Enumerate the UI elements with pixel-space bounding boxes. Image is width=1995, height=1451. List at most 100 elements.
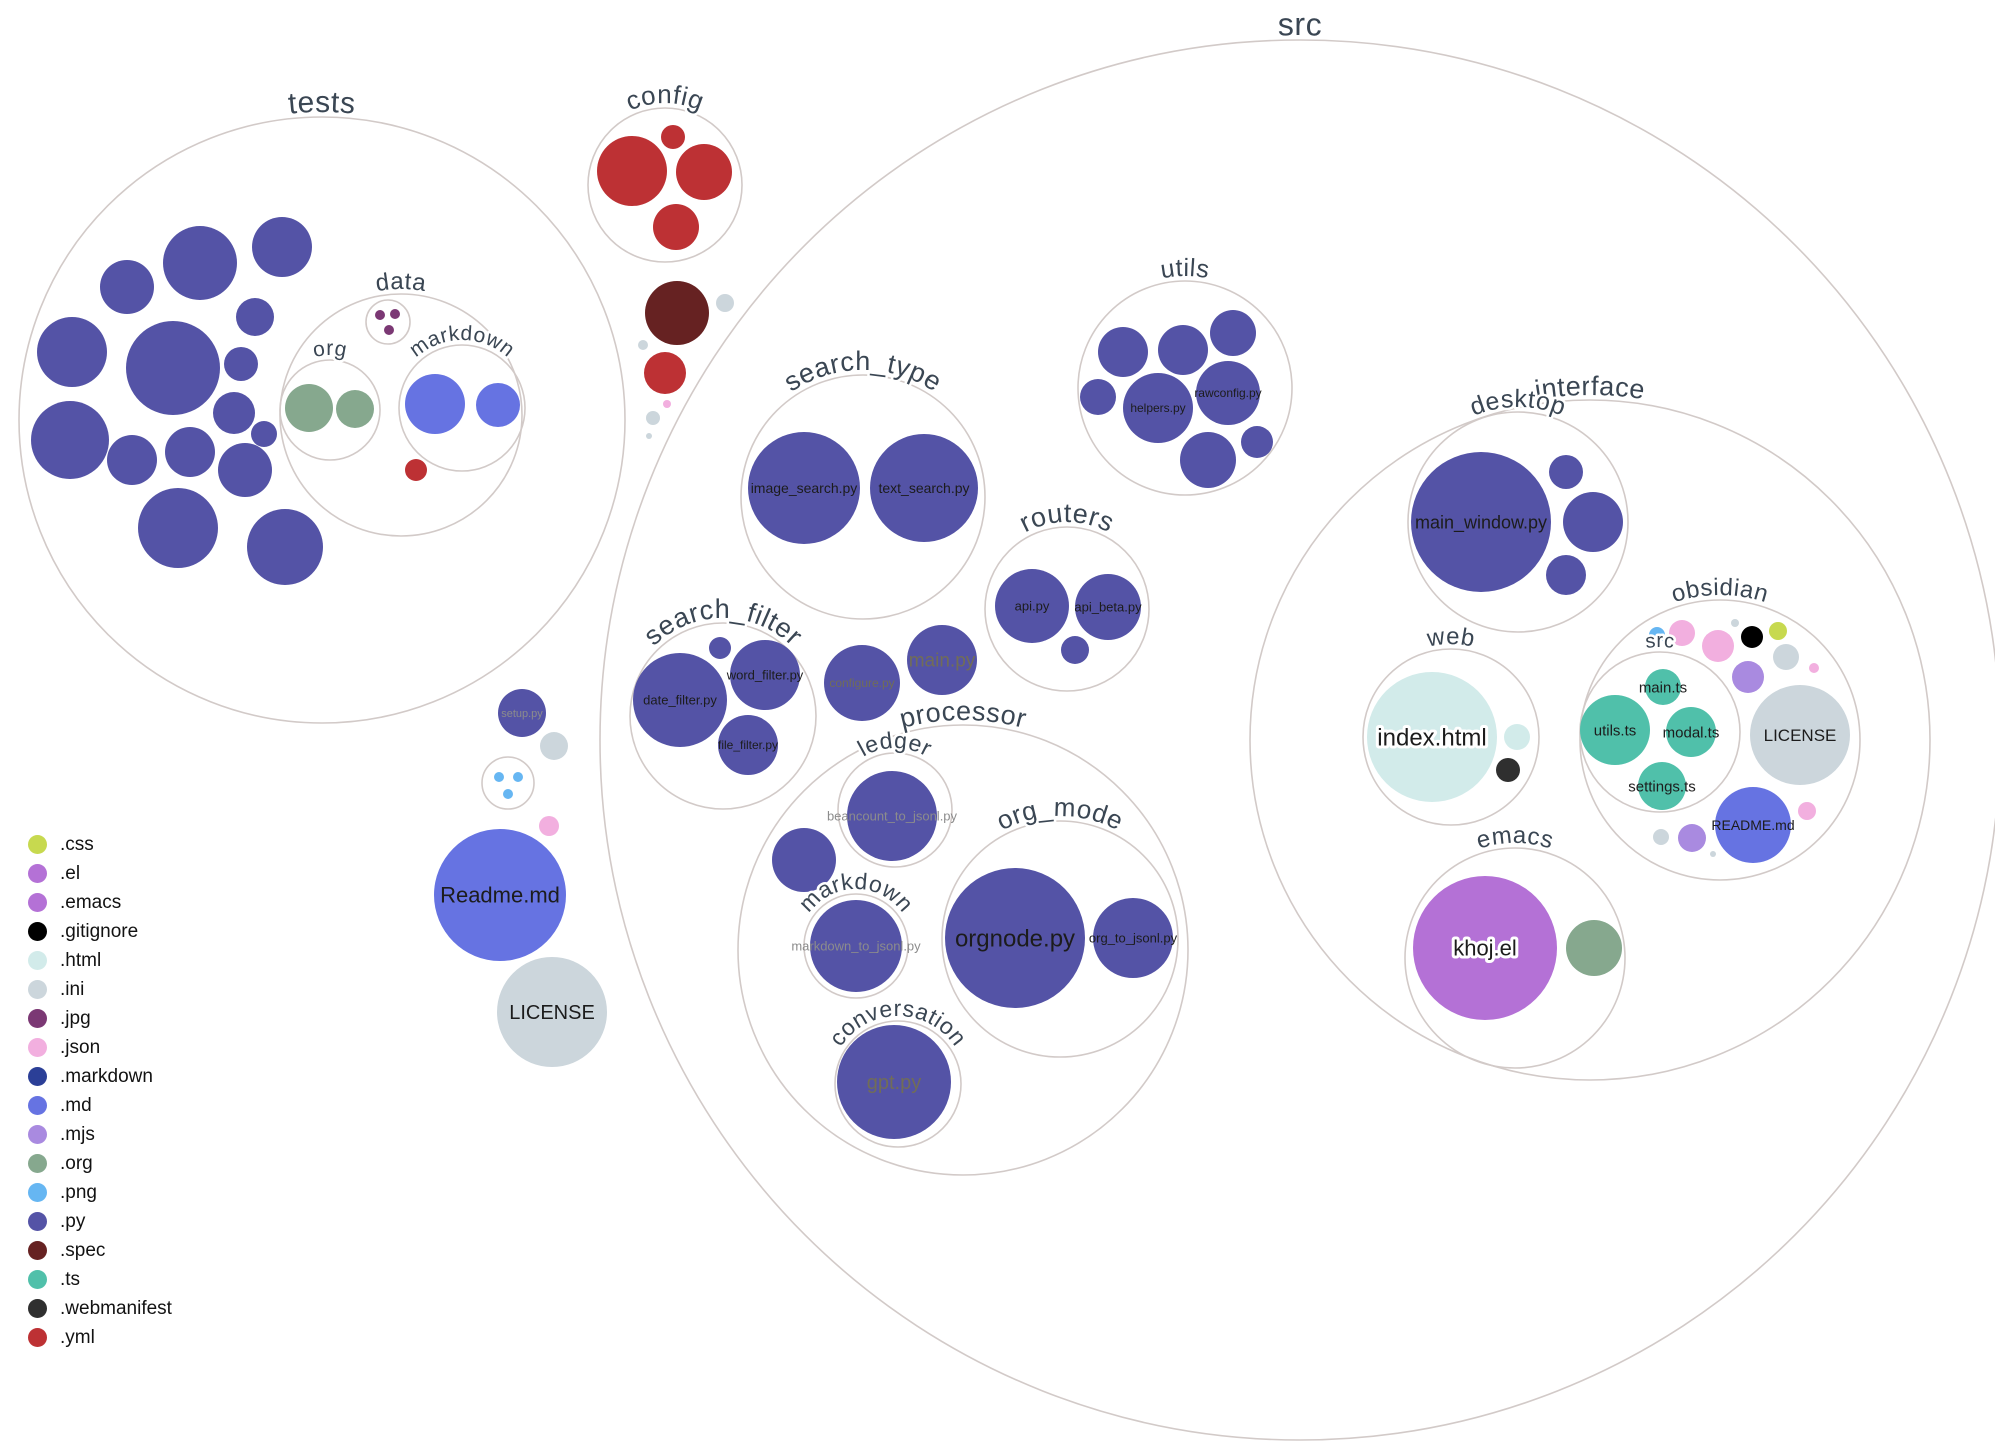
file-bubble-py-file [218,443,272,497]
file-bubble-png-file [1649,627,1665,643]
file-bubble-html-file [1504,724,1530,750]
dir-label-interface: interface [1533,371,1647,405]
legend-color-dot-css [28,835,47,854]
file-bubble-LICENSE [497,957,607,1067]
dir-label-text-obsidian: obsidian [1666,571,1774,610]
legend-item-css: .css [28,830,172,859]
file-bubble-py-file [709,637,731,659]
legend-color-dot-webmanifest [28,1299,47,1318]
legend-color-dot-ts [28,1270,47,1289]
file-bubble-json-file [539,816,559,836]
file-bubble-markdown_to_jsonl.py [810,900,902,992]
file-label-api.py: api.py [1015,599,1050,614]
legend-item-mjs: .mjs [28,1120,172,1149]
file-label-org_to_jsonl.py: org_to_jsonl.py [1089,931,1178,946]
file-bubble-index.html [1367,672,1497,802]
legend-item-html: .html [28,946,172,975]
dir-circle-emacs [1404,847,1626,1069]
file-bubble-beancount_to_jsonl.py [847,771,937,861]
dir-label-text-src: src [1642,627,1678,655]
file-bubble-jpg-file [375,310,385,320]
legend-item-ini: .ini [28,975,172,1004]
file-label-api_beta.py: api_beta.py [1074,600,1142,615]
file-bubble-json-file [663,400,671,408]
file-label-main_window.py: main_window.py [1415,512,1547,533]
dir-circle-conversation [834,1020,962,1148]
legend-label: .gitignore [60,921,139,942]
file-label-main.py: main.py [909,651,976,672]
dir-label-text-markdown: markdown [403,319,521,364]
file-bubble-py-file [247,509,323,585]
legend-label: .mjs [60,1124,95,1145]
file-bubble-main.py [907,625,977,695]
file-bubble-png-file [503,789,513,799]
dir-circle-routers [984,526,1150,692]
file-bubble-py-file [165,427,215,477]
dir-label-processor: processor [897,696,1030,734]
dir-circle-markdown [398,344,526,472]
file-bubble-gpt.py [837,1025,951,1139]
file-bubble-main.ts [1645,669,1681,705]
dir-label-search_type: search_type [779,346,948,397]
file-bubble-ini-file [646,411,660,425]
dir-circle-desktop [1407,411,1629,633]
file-label-markdown_to_jsonl.py: markdown_to_jsonl.py [791,939,921,954]
legend-item-org: .org [28,1149,172,1178]
file-bubble-yml-file [661,125,685,149]
file-bubble-yml-file [597,136,667,206]
dir-label-org: org [311,337,349,362]
file-bubble-mjs-file [1678,824,1706,852]
file-label-index.html: index.html [1377,724,1486,751]
legend-label: .html [60,950,102,971]
legend-color-dot-emacs [28,893,47,912]
legend-label: .jpg [60,1008,91,1029]
dir-label-text-config: config [619,77,711,119]
legend-color-dot-spec [28,1241,47,1260]
file-label-utils.ts: utils.ts [1594,722,1637,739]
dir-label-text-org: org [308,335,351,365]
file-bubble-org_to_jsonl.py [1093,898,1173,978]
dir-label-text-tests: tests [284,83,359,123]
dir-circle-config [587,107,743,263]
file-bubble-py-file [100,260,154,314]
file-bubble-word_filter.py [730,640,800,710]
legend-item-webmanifest: .webmanifest [28,1294,172,1323]
dir-circle-search_filter [629,622,817,810]
file-bubble-settings.ts [1638,762,1686,810]
legend-label: .css [60,834,94,855]
file-bubble-py-file [107,435,157,485]
file-bubble-py-file [213,392,255,434]
legend-item-ts: .ts [28,1265,172,1294]
file-label-gpt.py: gpt.py [867,1072,921,1094]
file-bubble-py-file [252,217,312,277]
file-bubble-api_beta.py [1075,574,1141,640]
legend-label: .png [60,1182,97,1203]
file-bubble-yml-file [653,204,699,250]
dir-label-utils: utils [1159,254,1212,284]
dir-label-emacs: emacs [1474,822,1557,855]
legend-color-dot-png [28,1183,47,1202]
dir-label-text-processor: processor [894,693,1032,736]
file-bubble-md-file [476,383,520,427]
dir-circle-processor [737,724,1189,1176]
dir-label-src: src [1277,6,1322,42]
legend-color-dot-ini [28,980,47,999]
file-bubble-py-file [31,401,109,479]
legend-label: .ini [60,979,85,1000]
legend-item-png: .png [28,1178,172,1207]
dir-circle-markdown [803,893,909,999]
dir-circle-src [1579,651,1741,813]
file-bubble-py-file [126,321,220,415]
file-bubble-css-file [1769,622,1787,640]
file-bubble-py-file [1210,310,1256,356]
file-bubble-main_window.py [1411,452,1551,592]
file-bubble-py-file [1061,636,1089,664]
legend-color-dot-mjs [28,1125,47,1144]
file-bubble-py-file [1241,426,1273,458]
legend-item-gitignore: .gitignore [28,917,172,946]
legend-color-dot-md [28,1096,47,1115]
file-bubble-date_filter.py [633,653,727,747]
file-bubble-json-file [1798,802,1816,820]
